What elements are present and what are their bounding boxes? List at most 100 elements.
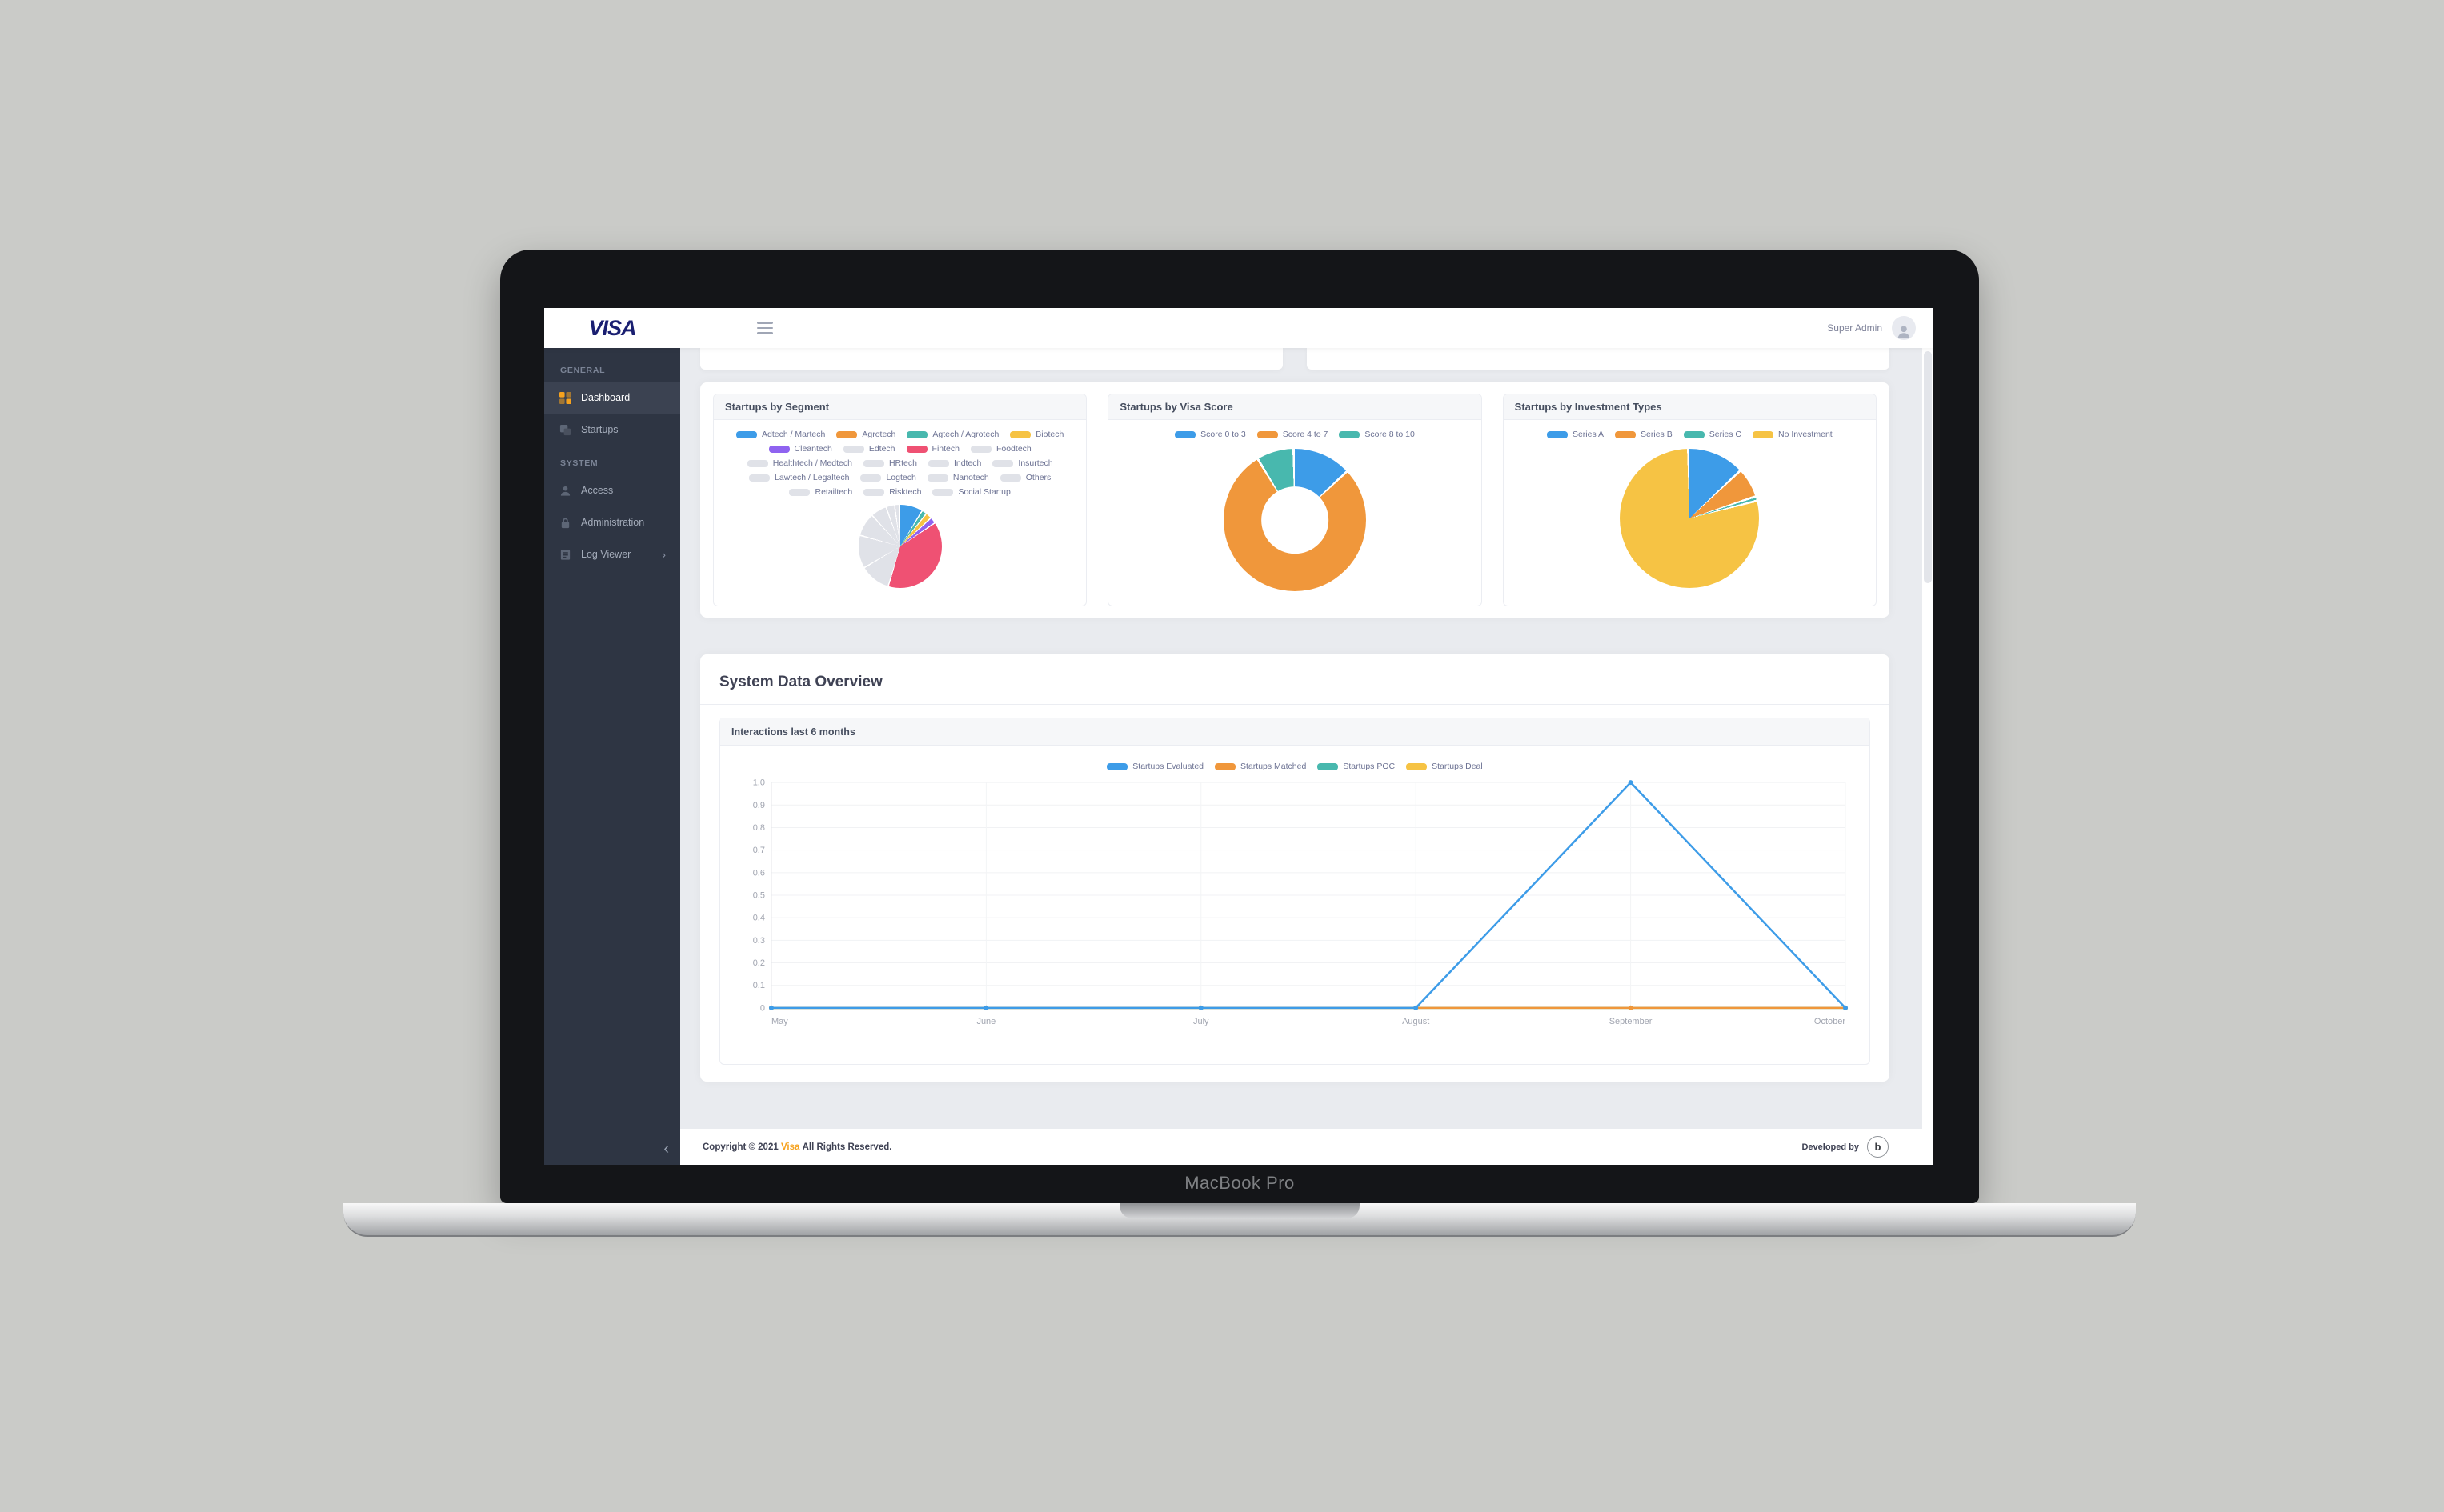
visa-logo[interactable]: VISA [588,315,636,340]
developer-logo[interactable]: b [1867,1136,1889,1158]
legend-item[interactable]: Cleantech [768,444,832,454]
avatar[interactable] [1892,316,1916,340]
user-name: Super Admin [1827,322,1882,334]
legend-item[interactable]: HRtech [863,458,917,468]
legend-item[interactable]: Series B [1615,430,1673,439]
legend-item[interactable]: Agrotech [836,430,895,439]
svg-text:0.2: 0.2 [753,958,765,968]
svg-text:September: September [1609,1017,1653,1026]
legend-item[interactable]: Score 0 to 3 [1175,430,1246,439]
legend-swatch [1010,430,1032,438]
startups-icon [559,423,571,436]
legend-label: Cleantech [794,444,832,454]
legend-swatch [836,430,858,438]
legend-swatch [927,474,948,482]
legend-item[interactable]: Series A [1546,430,1604,439]
footer-brand-link[interactable]: Visa [780,1142,800,1152]
legend-swatch [860,474,882,482]
dashboard-icon [559,391,571,404]
legend-item[interactable]: No Investment [1753,430,1833,439]
legend-item[interactable]: Nanotech [927,473,989,482]
legend-swatch [1683,430,1705,438]
chart-card-visa-score: Startups by Visa Score Score 0 to 3 Score… [1108,394,1482,606]
interactions-card: Interactions last 6 months Startups Eval… [719,718,1870,1065]
legend-item[interactable]: Edtech [843,444,895,454]
legend-swatch [789,488,811,496]
legend-swatch [1546,430,1568,438]
legend-item[interactable]: Retailtech [789,487,852,497]
legend-label: Risktech [889,487,922,497]
sidebar-toggle-icon[interactable] [757,322,773,334]
legend-swatch [1107,762,1128,770]
chevron-right-icon: › [662,548,666,561]
chart-card-body: Adtech / Martech Agrotech Agtech / Agrotec… [714,420,1086,606]
svg-text:October: October [1814,1017,1845,1026]
interactions-card-body: Startups Evaluated Startups Matched Startu… [720,746,1869,1064]
legend-item[interactable]: Insurtech [992,458,1053,468]
legend-swatch [1753,430,1773,438]
svg-text:0.4: 0.4 [753,914,765,923]
sidebar-item-log-viewer[interactable]: Log Viewer › [544,538,680,570]
legend-item[interactable]: Startups Deal [1406,762,1483,771]
macbook-base-notch [1120,1203,1360,1218]
legend-item[interactable]: Foodtech [970,444,1032,454]
sidebar-item-dashboard[interactable]: Dashboard [544,382,680,414]
legend-label: Indtech [953,458,982,468]
legend-item[interactable]: Healthtech / Medtech [747,458,852,468]
legend-swatch [1175,430,1196,438]
legend-item[interactable]: Adtech / Martech [735,430,825,439]
sidebar-item-startups[interactable]: Startups [544,414,680,446]
sidebar-item-access[interactable]: Access [544,474,680,506]
legend-item[interactable]: Biotech [1010,430,1064,439]
investment-pie-chart[interactable] [1620,449,1760,588]
legend-item[interactable]: Others [1000,473,1051,482]
legend-label: Score 4 to 7 [1282,430,1328,439]
chart-card-body: Series A Series B Series C No Investment [1504,420,1876,606]
person-icon [559,484,571,497]
main-scrollbar[interactable] [1922,348,1933,1165]
legend-swatch [1000,474,1021,482]
legend-swatch [735,430,757,438]
chart-card-body: Score 0 to 3 Score 4 to 7 Score 8 to 10 [1108,420,1480,606]
chart-card-title: Startups by Investment Types [1503,394,1876,420]
interactions-line-chart[interactable]: 1.0 0.9 0.8 0.7 0.6 0.5 0.4 0.3 0.2 0.1 0 May June Ju… [735,776,1855,1033]
sidebar-collapse-button[interactable]: ‹ [663,1140,669,1158]
legend-item[interactable]: Indtech [928,458,981,468]
legend-swatch [928,459,949,467]
legend-item[interactable]: Startups POC [1317,762,1395,771]
legend-label: Startups POC [1343,762,1396,771]
copyright-prefix: Copyright © 2021 [703,1142,779,1152]
investment-legend: Series A Series B Series C No Investment [1546,430,1833,439]
legend-label: HRtech [888,458,917,468]
legend-item[interactable]: Score 4 to 7 [1256,430,1328,439]
legend-item[interactable]: Fintech [906,444,960,454]
visa-score-donut-chart[interactable] [1223,449,1366,591]
main-content: Startups by Segment Adtech / Martech Agro… [680,348,1933,1165]
segment-pie-chart[interactable] [858,505,942,588]
legend-item[interactable]: Social Startup [932,487,1011,497]
sidebar-item-administration[interactable]: Administration [544,506,680,538]
legend-item[interactable]: Lawtech / Legaltech [749,473,849,482]
sidebar-item-label: Access [581,485,614,496]
sidebar-section-system: SYSTEM [560,458,599,468]
sidebar-item-label: Administration [581,517,645,528]
legend-item[interactable]: Startups Evaluated [1107,762,1204,771]
sidebar-item-label: Startups [581,424,619,435]
legend-swatch [747,459,768,467]
legend-swatch [932,488,954,496]
chart-card-investment: Startups by Investment Types Series A Ser… [1502,394,1877,606]
header-user-area: Super Admin [1827,316,1933,340]
legend-item[interactable]: Series C [1683,430,1741,439]
scrollbar-thumb[interactable] [1924,351,1932,583]
legend-item[interactable]: Score 8 to 10 [1339,430,1415,439]
svg-text:0.3: 0.3 [753,936,765,946]
legend-item[interactable]: Risktech [863,487,921,497]
visa-score-legend: Score 0 to 3 Score 4 to 7 Score 8 to 10 [1175,430,1415,439]
legend-item[interactable]: Logtech [860,473,916,482]
legend-item[interactable]: Agtech / Agrotech [907,430,999,439]
legend-label: Score 0 to 3 [1200,430,1246,439]
legend-swatch [863,488,885,496]
legend-item[interactable]: Startups Matched [1215,762,1306,771]
svg-text:June: June [976,1017,996,1026]
macbook-screen-bezel: VISA Super Admin [500,250,1979,1203]
